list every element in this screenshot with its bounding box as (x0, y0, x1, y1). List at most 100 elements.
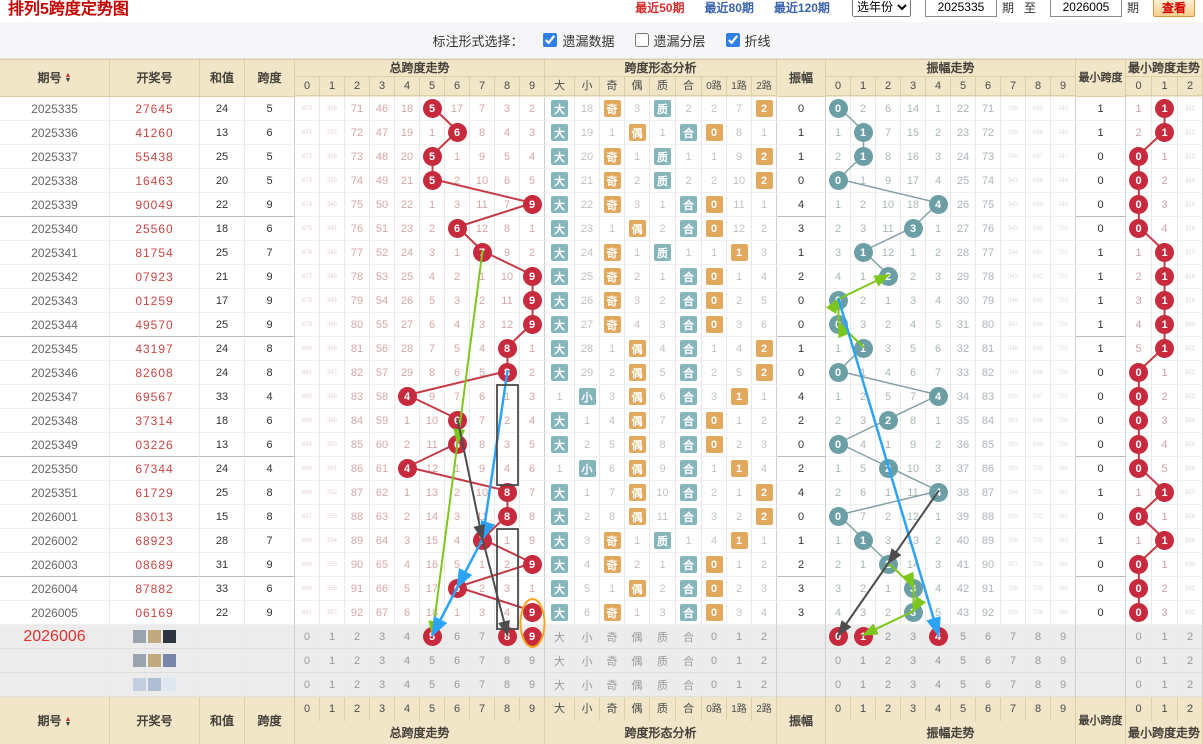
span-cell: 6 (245, 433, 295, 457)
end-period-input[interactable] (1049, 0, 1122, 17)
amplitude-cell: 2 (777, 265, 826, 289)
analysis-omission: 2 (633, 174, 641, 187)
analysis-cell: 大 (545, 409, 575, 433)
trend-cell: 1 (1152, 97, 1178, 121)
analysis-cell: 10 (727, 169, 752, 193)
analysis-omission: 大 (554, 655, 565, 668)
trend-cell: 4 (1152, 433, 1178, 457)
link-recent-50[interactable]: 最近50期 (635, 0, 685, 15)
trend-cell: 2 (345, 625, 370, 649)
omission-count: 5 (428, 294, 436, 307)
analysis-cell: 25 (575, 265, 600, 289)
analysis-omission: 1 (710, 246, 718, 259)
omission-count: 5 (478, 366, 486, 379)
analysis-cell: 奇 (600, 145, 625, 169)
amplitude-cell: 4 (777, 193, 826, 217)
trend-cell: 324 (1178, 409, 1203, 433)
view-button[interactable]: 查看 (1152, 0, 1195, 17)
trend-cell: 3 (1152, 409, 1178, 433)
trend-ref-digit: 9 (528, 654, 536, 667)
link-recent-120[interactable]: 最近120期 (773, 0, 830, 15)
trend-cell: 330 (1178, 553, 1203, 577)
analysis-omission: 4 (735, 342, 743, 355)
trend-cell: 14 (901, 97, 926, 121)
trend-cell: 75 (976, 193, 1001, 217)
trend-cell: 2 (876, 457, 901, 481)
trend-cell: 6 (445, 121, 470, 145)
analysis-omission: 3 (633, 294, 641, 307)
omission-layer-checkbox[interactable] (634, 33, 649, 47)
analysis-hit-badge: 偶 (628, 340, 646, 357)
trend-cell: 747 (1051, 145, 1076, 169)
analysis-omission: 4 (710, 534, 718, 547)
analysis-omission: 1 (735, 654, 743, 667)
trend-cell: 336 (320, 97, 345, 121)
checkbox-omission-data[interactable]: 遗漏数据 (539, 30, 615, 50)
omission-count: 84 (981, 414, 995, 427)
analysis-cell: 3 (575, 529, 600, 553)
omission-count: 346 (326, 345, 337, 352)
omission-count: 340 (326, 201, 337, 208)
trend-cell: 79 (976, 289, 1001, 313)
analysis-cell: 奇 (600, 529, 625, 553)
period-cell: 2025347 (0, 385, 110, 409)
trend-cell: 1 (876, 289, 901, 313)
hit-circle: 6 (447, 579, 467, 598)
trend-cell: 672 (295, 145, 320, 169)
trend-cell: 76 (976, 217, 1001, 241)
min-span-cell: 0 (1076, 553, 1126, 577)
trend-col-header: 合 (676, 697, 702, 721)
start-period-input[interactable] (924, 0, 997, 17)
col-period-header[interactable]: 期号 ▲ ▼ (0, 697, 110, 744)
col-period-header[interactable]: 期号 ▲ ▼ (0, 60, 110, 97)
polyline-checkbox[interactable] (725, 33, 740, 47)
trend-cell: 12 (876, 241, 901, 265)
omission-count: 8 (884, 150, 892, 163)
omission-count: 2 (834, 486, 842, 499)
trend-cell: 80 (976, 313, 1001, 337)
analysis-cell: 大 (545, 145, 575, 169)
trend-ref-digit: 0 (303, 630, 311, 643)
trend-col-header: 2 (876, 697, 901, 721)
omission-count: 341 (326, 225, 337, 232)
analysis-cell: 偶 (625, 337, 650, 361)
trend-cell: 2 (826, 481, 851, 505)
trend-cell: 2 (1152, 577, 1178, 601)
omission-count: 759 (1057, 441, 1068, 448)
trend-cell: 687 (295, 505, 320, 529)
checkbox-omission-layer[interactable]: 遗漏分层 (631, 30, 706, 50)
sum-cell: 25 (200, 313, 245, 337)
analysis-omission: 3 (659, 606, 666, 619)
trend-cell: 1 (851, 553, 876, 577)
trend-cell: 15 (901, 121, 926, 145)
trend-cell: 7 (901, 385, 926, 409)
analysis-cell: 小 (575, 625, 600, 649)
omission-count: 2 (528, 102, 536, 115)
checkbox-polyline[interactable]: 折线 (722, 30, 771, 50)
omission-count: 4 (503, 606, 511, 619)
trend-cell: 11 (901, 481, 926, 505)
year-select[interactable]: 选年份 (851, 0, 911, 17)
omission-count: 1 (834, 126, 842, 139)
trend-cell: 23 (951, 121, 976, 145)
table-row: 2025340 25560 18 6 675 341 76 51 23 2 6 12 8 1 大 23 1 偶 2 合… (0, 217, 1203, 241)
trend-cell: 341 (1001, 169, 1026, 193)
omission-data-checkbox[interactable] (543, 33, 558, 47)
analysis-cell: 0 (702, 673, 727, 697)
amplitude-cell: 0 (777, 433, 826, 457)
hit-circle: 1 (1155, 123, 1174, 142)
omission-count: 761 (1057, 489, 1068, 496)
omission-count: 18 (906, 198, 920, 211)
trend-ref-digit: 2 (353, 630, 361, 643)
hit-circle: 7 (472, 243, 492, 262)
period-cell: 2025345 (0, 337, 110, 361)
trend-cell: 7 (1001, 673, 1026, 697)
analysis-cell: 2 (752, 505, 777, 529)
hit-circle: 1 (1155, 339, 1174, 358)
analysis-omission: 29 (580, 366, 594, 379)
analysis-cell: 奇 (600, 289, 625, 313)
table-header: 期号 ▲ ▼ 开奖号 和值 跨度 总跨度走势 0 1 2 3 4 5 6 7 8 9 跨度形态分析大小奇偶质合 0路… (0, 59, 1203, 97)
trend-cell: 756 (1051, 361, 1076, 385)
trend-ref-digit: 2 (353, 678, 361, 691)
link-recent-80[interactable]: 最近80期 (704, 0, 754, 15)
